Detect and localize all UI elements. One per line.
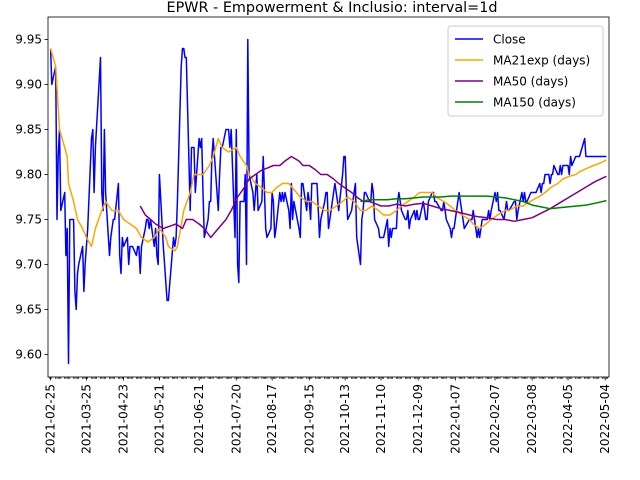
x-tick-label-14: 2022-04-05: [561, 384, 575, 454]
y-tick-label-3: 9.75: [15, 213, 42, 227]
x-tick-label-3: 2021-05-21: [152, 384, 166, 454]
x-tick-label-13: 2022-03-08: [525, 384, 539, 454]
legend-label-1: MA21exp (days): [493, 54, 590, 68]
x-tick-label-1: 2021-03-25: [79, 384, 93, 454]
y-axis: 9.60 9.65 9.70 9.75 9.80 9.85 9.90 9.95: [15, 33, 48, 362]
legend: Close MA21exp (days) MA50 (days) MA150 (day…: [447, 25, 604, 117]
legend-label-3: MA150 (days): [493, 96, 576, 110]
y-tick-label-0: 9.60: [15, 348, 42, 362]
chart-title: EPWR - Empowerment & Inclusio: interval=…: [166, 0, 497, 16]
y-tick-label-2: 9.70: [15, 258, 42, 272]
y-tick-label-5: 9.85: [15, 123, 42, 137]
x-tick-label-12: 2022-02-07: [488, 384, 502, 454]
x-tick-label-0: 2021-02-25: [44, 384, 58, 454]
x-tick-label-10: 2021-12-09: [411, 384, 425, 454]
x-tick-label-2: 2021-04-23: [117, 384, 131, 454]
y-tick-label-1: 9.65: [15, 303, 42, 317]
series-line-3: [360, 195, 607, 210]
x-tick-label-8: 2021-10-13: [338, 384, 352, 454]
x-tick-label-5: 2021-07-20: [229, 384, 243, 454]
y-tick-label-7: 9.95: [15, 33, 42, 47]
plot-area: [47, 16, 610, 378]
x-tick-label-7: 2021-09-15: [302, 384, 316, 454]
x-axis: 2021-02-25 2021-03-25 2021-04-23 2021-05-21…: [44, 377, 612, 454]
y-tick-label-4: 9.80: [15, 168, 42, 182]
x-tick-label-6: 2021-08-17: [265, 384, 279, 454]
legend-label-2: MA50 (days): [493, 75, 568, 89]
legend-label-0: Close: [493, 33, 526, 47]
series-layer: [49, 38, 607, 365]
x-tick-label-11: 2022-01-07: [448, 384, 462, 454]
series-line-1: [49, 48, 607, 252]
series-line-2: [139, 155, 607, 239]
y-tick-label-6: 9.90: [15, 78, 42, 92]
x-tick-label-9: 2021-11-10: [374, 384, 388, 454]
x-tick-label-4: 2021-06-21: [192, 384, 206, 454]
legend-box: [447, 25, 604, 117]
x-tick-label-15: 2022-05-04: [598, 384, 612, 454]
